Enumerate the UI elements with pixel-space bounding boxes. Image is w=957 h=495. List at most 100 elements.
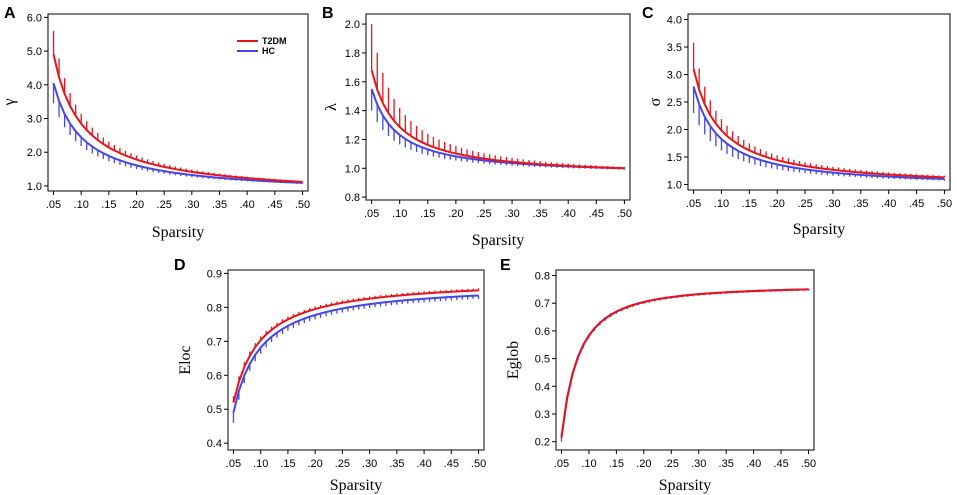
series-line-t2dm <box>52 54 303 183</box>
x-tick-label: .30 <box>362 458 377 470</box>
y-tick-label: 6.0 <box>27 12 42 24</box>
y-tick-label: 0.8 <box>345 192 360 204</box>
legend: T2DM HC <box>237 36 287 56</box>
panel-d: D Eloc Sparsity 0.4 0.5 0.6 0.7 0.8 0.9 .05 .1… <box>174 257 486 494</box>
panel-b-x-ticks: .05 .10 .15 .20 .25 .30 .35 .40 .45 .50 <box>364 200 632 220</box>
x-tick-label: .15 <box>742 198 757 210</box>
x-tick-label: .45 <box>444 458 459 470</box>
y-tick-label: 0.2 <box>535 437 550 449</box>
panel-e-series-t2dm <box>560 288 810 438</box>
y-tick-label: 1.6 <box>345 77 360 89</box>
x-tick-label: .50 <box>471 458 486 470</box>
panel-e-plot-frame <box>555 269 815 451</box>
y-tick-label: 0.7 <box>207 336 222 348</box>
x-tick-label: .25 <box>797 198 812 210</box>
x-tick-label: .05 <box>46 199 61 211</box>
y-tick-label: 0.3 <box>535 409 550 421</box>
y-tick-label: 2.5 <box>667 97 682 109</box>
x-tick-label: .35 <box>532 208 547 220</box>
panel-d-series-t2dm <box>232 288 480 403</box>
y-tick-label: 0.5 <box>535 354 550 366</box>
x-tick-label: .50 <box>617 208 632 220</box>
x-tick-label: .10 <box>714 198 729 210</box>
panel-a-y-ticks: 1.0 2.0 3.0 4.0 5.0 6.0 <box>27 12 48 193</box>
panel-a-series-t2dm <box>52 30 304 183</box>
y-tick-label: 2.0 <box>345 19 360 31</box>
panel-c-series-hc <box>692 86 946 181</box>
x-tick-label: .35 <box>719 458 734 470</box>
y-tick-label: 1.4 <box>345 106 360 118</box>
panel-e-series-hc <box>560 288 810 442</box>
y-tick-label: 0.6 <box>207 370 222 382</box>
panel-a-x-ticks: .05 .10 .15 .20 .25 .30 .35 .40 .45 .50 <box>46 191 310 211</box>
panel-a-x-axis-label: Sparsity <box>152 224 204 241</box>
x-tick-label: .45 <box>267 199 282 211</box>
legend-label-t2dm: T2DM <box>262 36 287 46</box>
panel-b-series-t2dm <box>370 24 626 170</box>
x-tick-label: .50 <box>295 199 310 211</box>
panel-d-x-ticks: .05 .10 .15 .20 .25 .30 .35 .40 .45 .50 <box>226 450 486 470</box>
panel-e-y-ticks: 0.2 0.3 0.4 0.5 0.6 0.7 0.8 <box>535 271 556 449</box>
x-tick-label: .40 <box>746 458 761 470</box>
series-line-hc <box>232 294 479 413</box>
panel-d-x-axis-label: Sparsity <box>330 477 382 494</box>
panel-c-series-t2dm <box>692 42 946 179</box>
panel-e-y-axis-label: Eglob <box>505 341 522 379</box>
x-tick-label: .15 <box>101 199 116 211</box>
x-tick-label: .35 <box>389 458 404 470</box>
series-line-hc <box>692 86 945 180</box>
series-line-t2dm <box>560 288 809 438</box>
x-tick-label: .45 <box>909 198 924 210</box>
y-tick-label: 0.4 <box>207 438 222 450</box>
x-tick-label: .20 <box>129 199 144 211</box>
y-tick-label: 0.8 <box>207 302 222 314</box>
x-tick-label: .15 <box>420 208 435 220</box>
x-tick-label: .30 <box>504 208 519 220</box>
panel-b-plot-frame <box>365 13 631 201</box>
x-tick-label: .50 <box>801 458 816 470</box>
x-tick-label: .45 <box>773 458 788 470</box>
x-tick-label: .10 <box>581 458 596 470</box>
panel-d-y-ticks: 0.4 0.5 0.6 0.7 0.8 0.9 <box>207 268 228 450</box>
x-tick-label: .05 <box>554 458 569 470</box>
series-line-t2dm <box>232 289 479 403</box>
y-tick-label: 3.0 <box>667 70 682 82</box>
y-tick-label: 1.2 <box>345 134 360 146</box>
y-tick-label: 4.0 <box>667 15 682 27</box>
x-tick-label: .20 <box>770 198 785 210</box>
panel-c-y-ticks: 1.0 1.5 2.0 2.5 3.0 3.5 4.0 <box>667 15 688 192</box>
series-line-t2dm <box>370 69 625 170</box>
x-tick-label: .40 <box>416 458 431 470</box>
x-tick-label: .25 <box>664 458 679 470</box>
x-tick-label: .20 <box>636 458 651 470</box>
y-tick-label: 4.0 <box>27 80 42 92</box>
panel-c-plot-frame <box>687 13 951 191</box>
x-tick-label: .10 <box>74 199 89 211</box>
series-line-hc <box>370 88 625 170</box>
panel-b-y-axis-label: λ <box>323 103 340 111</box>
y-tick-label: 0.6 <box>535 326 550 338</box>
legend-label-hc: HC <box>262 46 275 56</box>
panel-a-series-hc <box>52 82 304 184</box>
x-tick-label: .25 <box>157 199 172 211</box>
y-tick-label: 5.0 <box>27 46 42 58</box>
panel-e: E Eglob Sparsity 0.2 0.3 0.4 0.5 0.6 0.7 0.8 .… <box>500 257 816 494</box>
panel-b: B λ Sparsity 0.8 1.0 1.2 1.4 1.6 1.8 2.0 .05 .1… <box>322 5 632 249</box>
y-tick-label: 1.8 <box>345 48 360 60</box>
x-tick-label: .35 <box>212 199 227 211</box>
panel-c: C σ Sparsity 1.0 1.5 2.0 2.5 3.0 3.5 4.0 .05 .1… <box>642 5 952 238</box>
y-tick-label: 0.5 <box>207 404 222 416</box>
panel-b-y-ticks: 0.8 1.0 1.2 1.4 1.6 1.8 2.0 <box>345 19 366 204</box>
x-tick-label: .05 <box>226 458 241 470</box>
y-tick-label: 3.0 <box>27 114 42 126</box>
panel-e-letter: E <box>500 257 511 274</box>
panel-b-x-axis-label: Sparsity <box>472 232 524 249</box>
y-tick-label: 0.8 <box>535 271 550 283</box>
panel-c-x-ticks: .05 .10 .15 .20 .25 .30 .35 .40 .45 .50 <box>686 190 952 210</box>
x-tick-label: .05 <box>686 198 701 210</box>
y-tick-label: 0.7 <box>535 298 550 310</box>
x-tick-label: .20 <box>308 458 323 470</box>
panel-b-series-hc <box>370 88 626 170</box>
panel-e-x-axis-label: Sparsity <box>659 477 711 494</box>
